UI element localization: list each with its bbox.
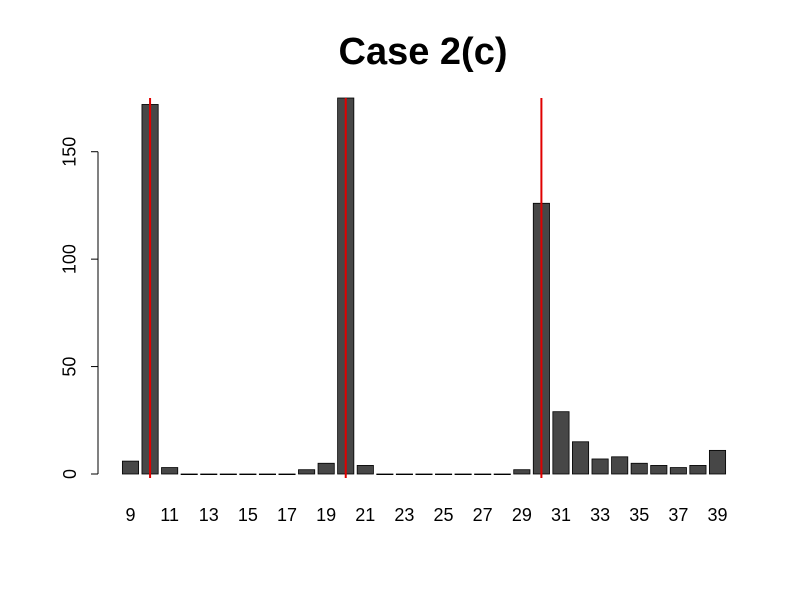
y-tick-label: 100	[60, 244, 80, 274]
y-tick-label: 0	[60, 469, 80, 479]
y-tick-label: 150	[60, 137, 80, 167]
x-tick-label: 23	[394, 505, 414, 525]
x-tick-label: 15	[238, 505, 258, 525]
bar	[180, 473, 198, 476]
bar	[474, 473, 492, 476]
x-tick-label: 13	[199, 505, 219, 525]
bar	[376, 473, 394, 476]
bar	[454, 473, 472, 476]
reference-lines-group	[149, 98, 543, 478]
bar	[708, 449, 727, 475]
bar	[630, 462, 648, 475]
x-tick-label: 35	[629, 505, 649, 525]
bar	[493, 473, 511, 476]
x-tick-label: 27	[473, 505, 493, 525]
bar	[591, 458, 609, 475]
bar	[161, 467, 179, 475]
x-tick-label: 25	[434, 505, 454, 525]
bar	[356, 465, 374, 475]
x-tick-label: 31	[551, 505, 571, 525]
bar	[278, 473, 296, 476]
y-tick-label: 50	[60, 357, 80, 377]
x-tick-label: 37	[668, 505, 688, 525]
bar	[572, 441, 590, 475]
x-tick-label: 33	[590, 505, 610, 525]
x-tick-label: 19	[316, 505, 336, 525]
bar	[239, 473, 257, 476]
x-tick-label: 11	[160, 505, 179, 525]
x-tick-label: 21	[355, 505, 375, 525]
bar	[513, 469, 531, 475]
y-axis: 0 50 100 150	[60, 137, 99, 479]
bar	[219, 473, 237, 476]
chart-title: Case 2(c)	[339, 31, 508, 73]
x-tick-label: 17	[277, 505, 297, 525]
bar	[435, 473, 453, 476]
x-tick-label: 9	[125, 505, 135, 525]
bar	[689, 465, 707, 475]
bar	[669, 467, 687, 475]
x-axis-labels: 9 11 13 15 17 19 21 23 25 27 29 31 33 35 37 39	[125, 505, 727, 525]
bar	[121, 460, 140, 475]
bar	[552, 411, 570, 475]
bar	[395, 473, 413, 476]
bar	[200, 473, 218, 476]
bar	[650, 465, 668, 475]
bar	[415, 473, 433, 476]
bar	[258, 473, 276, 476]
bar	[298, 469, 316, 475]
bars-group	[121, 97, 727, 476]
bar	[611, 456, 629, 475]
x-tick-label: 39	[707, 505, 727, 525]
bar	[317, 462, 335, 475]
x-tick-label: 29	[512, 505, 532, 525]
